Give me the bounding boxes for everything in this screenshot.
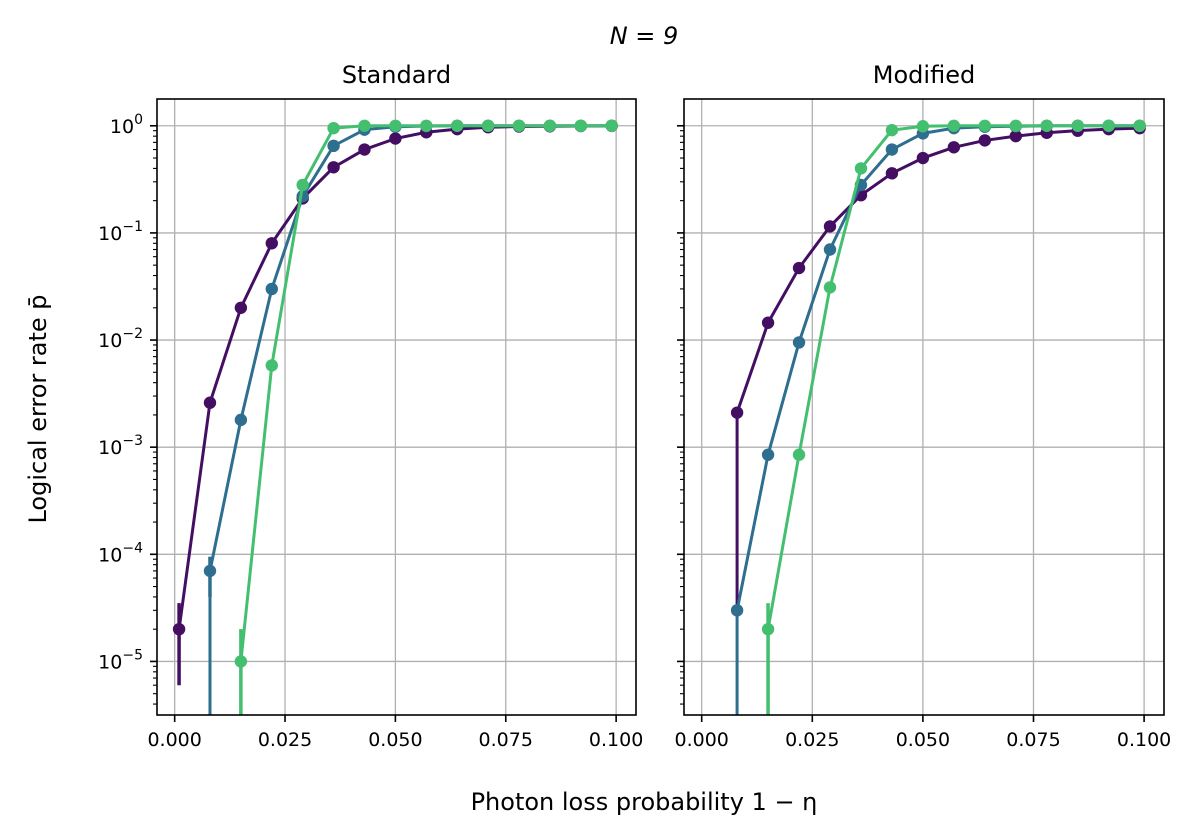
data-point bbox=[854, 162, 868, 175]
data-point bbox=[761, 316, 775, 329]
data-point bbox=[203, 396, 217, 409]
data-point bbox=[420, 119, 433, 132]
data-point bbox=[451, 119, 464, 132]
data-point bbox=[481, 119, 495, 132]
x-tick-label: 0.000 bbox=[674, 729, 728, 751]
data-point bbox=[978, 134, 992, 147]
data-point bbox=[730, 604, 744, 617]
data-point bbox=[916, 120, 930, 133]
data-point bbox=[234, 655, 248, 668]
data-point bbox=[1009, 129, 1022, 143]
data-point bbox=[389, 119, 402, 132]
data-point bbox=[792, 336, 806, 349]
data-point bbox=[327, 161, 340, 174]
x-tick-label: 0.075 bbox=[479, 729, 533, 751]
data-point bbox=[730, 406, 744, 419]
data-point bbox=[265, 282, 278, 296]
data-point bbox=[916, 151, 930, 165]
x-tick-label: 0.050 bbox=[896, 729, 950, 751]
data-point bbox=[234, 301, 248, 314]
y-tick-label: 10−1 bbox=[98, 219, 143, 245]
plot-area bbox=[172, 119, 618, 715]
series-2 bbox=[761, 119, 1146, 715]
data-point bbox=[296, 178, 309, 192]
data-point bbox=[265, 237, 278, 250]
data-point bbox=[172, 622, 186, 636]
series-line bbox=[735, 126, 1140, 611]
data-point bbox=[543, 119, 557, 132]
data-point bbox=[947, 119, 961, 132]
series-line bbox=[766, 124, 1140, 715]
data-point bbox=[823, 281, 837, 294]
data-point bbox=[885, 167, 899, 180]
data-point bbox=[605, 119, 618, 132]
y-tick-label: 10−4 bbox=[98, 540, 143, 566]
plot-area bbox=[730, 119, 1146, 715]
series-line bbox=[239, 124, 612, 715]
data-point bbox=[761, 622, 775, 636]
data-point bbox=[327, 139, 340, 153]
panel-title: Modified bbox=[873, 61, 975, 89]
x-tick-label: 0.000 bbox=[147, 729, 201, 751]
data-point bbox=[978, 119, 992, 132]
data-point bbox=[792, 261, 806, 275]
data-point bbox=[574, 119, 588, 132]
panel-standard: Standard 0.000 0.025 0.050 0.075 0.100 100 10−1… bbox=[98, 61, 643, 751]
data-point bbox=[885, 143, 899, 156]
x-tick-label: 0.025 bbox=[785, 729, 839, 751]
data-point bbox=[1009, 119, 1022, 132]
x-tick-label: 0.025 bbox=[258, 729, 312, 751]
figure-ylabel: Logical error rate p̄ bbox=[24, 294, 52, 523]
axes-frame bbox=[683, 98, 1165, 716]
y-tick-label: 10−5 bbox=[98, 647, 143, 673]
data-point bbox=[1102, 119, 1115, 132]
panel-title: Standard bbox=[342, 61, 451, 89]
series-line bbox=[735, 124, 1140, 715]
x-tick-label: 0.050 bbox=[368, 729, 422, 751]
series-2 bbox=[234, 119, 618, 715]
y-tick-label: 10−3 bbox=[98, 433, 143, 459]
data-point bbox=[792, 448, 806, 461]
data-point bbox=[234, 413, 248, 427]
series-1 bbox=[730, 119, 1146, 715]
data-point bbox=[327, 121, 340, 135]
data-point bbox=[203, 564, 217, 578]
data-point bbox=[1040, 119, 1053, 132]
data-point bbox=[358, 119, 371, 132]
y-tick-label: 10−2 bbox=[98, 326, 143, 352]
data-point bbox=[1071, 119, 1084, 132]
series-line bbox=[208, 124, 612, 715]
data-point bbox=[823, 243, 837, 256]
x-tick-label: 0.100 bbox=[1117, 729, 1171, 751]
data-point bbox=[823, 220, 837, 233]
data-point bbox=[947, 141, 961, 154]
data-point bbox=[885, 123, 899, 137]
panel-modified: Modified 0.000 0.025 0.050 0.075 0.100 bbox=[674, 61, 1171, 751]
data-point bbox=[1133, 119, 1146, 132]
y-tick-label: 100 bbox=[110, 112, 143, 138]
data-point bbox=[512, 119, 526, 132]
data-point bbox=[358, 143, 371, 156]
data-point bbox=[761, 448, 775, 461]
figure-suptitle: N = 9 bbox=[610, 22, 679, 50]
data-point bbox=[265, 359, 278, 372]
x-tick-label: 0.100 bbox=[589, 729, 643, 751]
figure-xlabel: Photon loss probability 1 − η bbox=[471, 788, 818, 816]
x-tick-label: 0.075 bbox=[1006, 729, 1060, 751]
axes-frame bbox=[156, 98, 637, 716]
data-point bbox=[389, 132, 402, 145]
